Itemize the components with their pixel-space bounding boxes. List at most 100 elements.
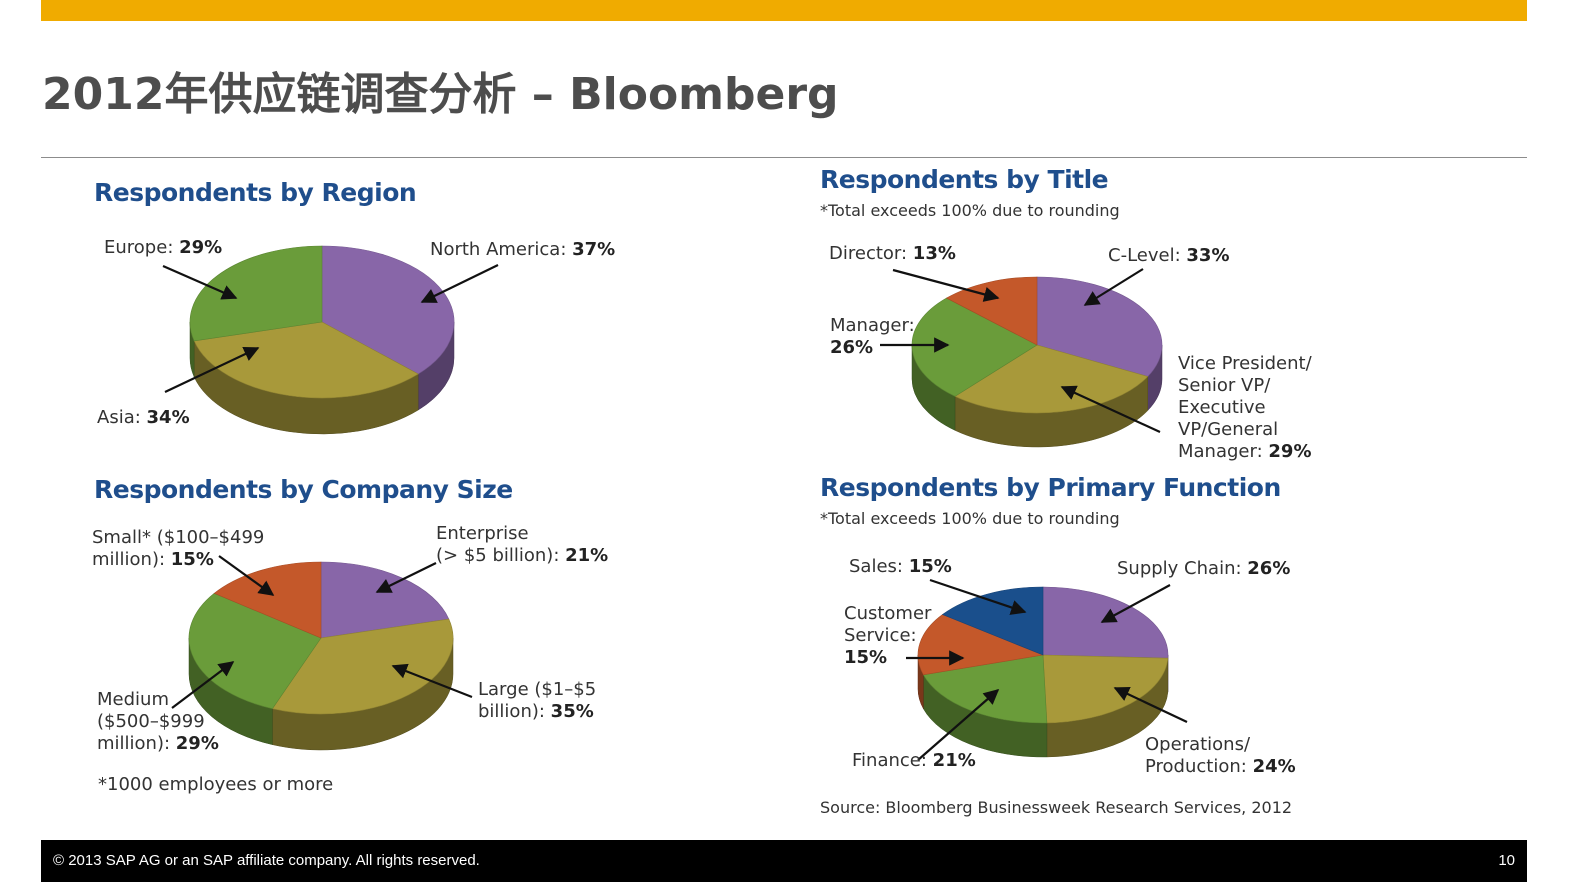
chart-note-company-size: *1000 employees or more (98, 774, 334, 795)
label-large-value: 35% (550, 701, 594, 722)
label-europe-name: Europe (104, 237, 168, 258)
label-arrow (164, 346, 260, 393)
label-enterprise: Enterprise (> $5 billion): 21% (436, 523, 608, 567)
label-arrow (218, 555, 275, 596)
label-asia: Asia: 34% (97, 407, 190, 428)
label-customer-service-line-2: Service: (844, 625, 917, 646)
label-c-level-value: 33% (1186, 245, 1230, 266)
label-large-line-1: Large ($1–$5 (478, 679, 597, 700)
label-finance-value: 21% (932, 750, 976, 771)
label-europe: Europe: 29% (104, 237, 223, 258)
label-large: Large ($1–$5 billion): 35% (478, 679, 596, 723)
label-medium-line-1: Medium (97, 689, 169, 710)
label-arrow (1060, 385, 1161, 433)
label-north-america-name: North America (430, 239, 561, 260)
label-medium-value: 29% (175, 733, 219, 754)
label-arrow (917, 688, 1000, 761)
label-europe-value: 29% (179, 237, 223, 258)
label-manager-value: 26% (830, 337, 874, 358)
label-customer-service: Customer Service: 15% (844, 603, 931, 669)
label-arrow (375, 562, 437, 593)
source-note: Source: Bloomberg Businessweek Research … (820, 798, 1293, 817)
label-vp-line-2: Senior VP/ (1178, 375, 1271, 396)
label-large-line-2: billion): (478, 701, 545, 722)
label-sales-value: 15% (908, 556, 952, 577)
label-director: Director: 13% (829, 243, 956, 265)
label-c-level-name: C-Level: (1108, 245, 1181, 266)
label-supply-chain-value: 26% (1247, 558, 1291, 579)
label-supply-chain-name: Supply Chain: (1117, 558, 1242, 579)
slide-title: 2012年供应链调查分析 – Bloomberg (42, 69, 839, 120)
label-c-level: C-Level: 33% (1108, 245, 1229, 267)
label-small-line-1: Small* ($100–$499 (92, 527, 265, 548)
label-finance-name: Finance: (852, 750, 927, 771)
label-arrow (1100, 584, 1171, 623)
label-sales: Sales: 15% (849, 556, 952, 578)
chart-title-primary-function: Respondents by Primary Function (820, 473, 1281, 502)
label-vp-line-1: Vice President/ (1178, 353, 1312, 374)
pie-slice-c-level (1036, 276, 1163, 377)
label-operations-line-1: Operations/ (1145, 734, 1251, 755)
label-vp-line-4: VP/General (1178, 419, 1279, 440)
label-director-name: Director: (829, 243, 908, 264)
label-sales-name: Sales: (849, 556, 903, 577)
label-arrow (420, 264, 499, 303)
label-manager: Manager: 26% (830, 315, 915, 359)
label-asia-name: Asia (97, 407, 135, 428)
label-vp-value: 29% (1268, 441, 1312, 462)
label-arrow (1113, 686, 1188, 723)
label-manager-name: Manager: (830, 315, 915, 336)
chart-title-company-size: Respondents by Company Size (94, 475, 513, 504)
label-vp: Vice President/ Senior VP/ Executive VP/… (1178, 353, 1312, 463)
page-number: 10 (1498, 852, 1515, 869)
label-operations-value: 24% (1252, 756, 1296, 777)
pie-slice-small-100-499-million (213, 561, 322, 639)
pie-slice-operations-production (1042, 654, 1169, 724)
label-customer-service-value: 15% (844, 647, 888, 668)
footer-copyright: © 2013 SAP AG or an SAP affiliate compan… (53, 852, 480, 869)
footer-bar: © 2013 SAP AG or an SAP affiliate compan… (41, 840, 1527, 882)
label-asia-value: 34% (146, 407, 190, 428)
label-north-america-value: 37% (572, 239, 616, 260)
label-enterprise-value: 21% (565, 545, 609, 566)
label-arrow (892, 268, 1000, 302)
title-divider (41, 157, 1527, 158)
label-customer-service-line-1: Customer (844, 603, 932, 624)
label-medium-line-2: ($500–$999 (97, 711, 205, 732)
pie-slice-supply-chain (1042, 586, 1169, 659)
pie-slice-vice-president-senior-vp-executive-vp-general-manager (954, 344, 1149, 414)
pie-slice-large-1-5-billion (271, 618, 454, 715)
chart-note-title: *Total exceeds 100% due to rounding (820, 201, 1120, 220)
chart-note-primary-function: *Total exceeds 100% due to rounding (820, 509, 1120, 528)
label-arrow (391, 663, 473, 699)
label-operations-line-2: Production: (1145, 756, 1247, 777)
pie-slice-medium-500-999-million (188, 592, 322, 710)
label-small-line-2: million): (92, 549, 166, 570)
pie-slice-director (945, 276, 1038, 346)
label-enterprise-line-2: (> $5 billion): (436, 545, 560, 566)
top-accent-bar (41, 0, 1527, 21)
label-north-america: North America: 37% (430, 239, 616, 260)
label-medium-line-3: million): (97, 733, 171, 754)
pie-slice-manager (911, 297, 1038, 397)
pie-slice-europe (189, 245, 323, 342)
label-finance: Finance: 21% (852, 750, 976, 772)
label-enterprise-line-1: Enterprise (436, 523, 529, 544)
label-arrow (171, 661, 235, 709)
chart-title-title: Respondents by Title (820, 165, 1109, 194)
label-operations: Operations/ Production: 24% (1145, 734, 1296, 778)
label-arrow (929, 578, 1027, 615)
label-director-value: 13% (912, 243, 956, 264)
pie-slice-asia (193, 321, 419, 399)
label-arrow (1083, 268, 1144, 306)
chart-title-region: Respondents by Region (94, 178, 417, 207)
label-small-value: 15% (170, 549, 214, 570)
label-arrow (162, 264, 238, 300)
label-medium: Medium ($500–$999 million): 29% (97, 689, 219, 755)
label-small: Small* ($100–$499 million): 15% (92, 527, 264, 571)
label-supply-chain: Supply Chain: 26% (1117, 558, 1290, 580)
